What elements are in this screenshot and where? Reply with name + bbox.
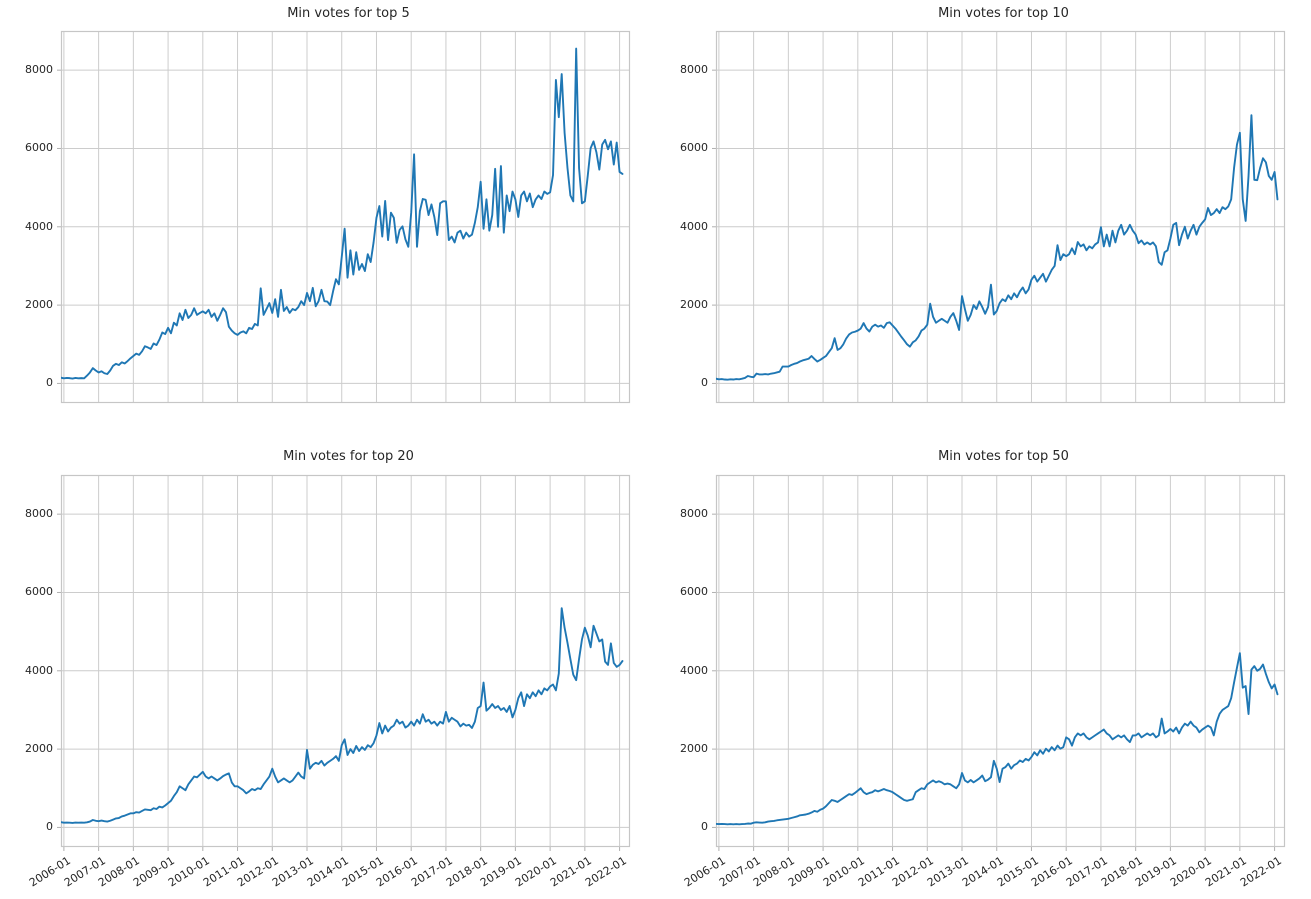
- y-tick-label: 0: [46, 376, 53, 390]
- axes-spines: [60, 30, 631, 404]
- line-chart-top-50: [712, 474, 1286, 851]
- y-tick-label: 6000: [680, 141, 708, 155]
- y-tick-label: 0: [701, 820, 708, 834]
- y-tick-label: 2000: [680, 298, 708, 312]
- line-chart-top-10: [712, 30, 1286, 404]
- series-line-top-20: [61, 607, 624, 824]
- line-chart-top-20: [57, 474, 631, 851]
- y-tick-label: 6000: [25, 585, 53, 599]
- chart-title-top-50: Min votes for top 50: [938, 449, 1069, 464]
- y-tick-label: 2000: [25, 298, 53, 312]
- y-tick-label: 8000: [25, 507, 53, 521]
- series-line-top-5: [61, 47, 624, 380]
- axes-spines: [60, 474, 631, 848]
- y-tick-label: 8000: [680, 63, 708, 77]
- gridlines: [61, 31, 630, 403]
- series-line-top-10: [716, 114, 1279, 381]
- axis-ticks: [712, 513, 1276, 851]
- axes-spines: [715, 30, 1286, 404]
- chart-title-top-20: Min votes for top 20: [283, 449, 414, 464]
- y-tick-label: 6000: [25, 141, 53, 155]
- y-tick-label: 8000: [680, 507, 708, 521]
- gridlines: [716, 31, 1285, 403]
- series-line-top-50: [716, 652, 1279, 826]
- gridlines: [716, 475, 1285, 847]
- y-tick-label: 4000: [680, 663, 708, 677]
- y-tick-label: 0: [46, 820, 53, 834]
- y-tick-label: 4000: [680, 219, 708, 233]
- y-tick-label: 2000: [680, 742, 708, 756]
- axis-ticks: [57, 69, 61, 384]
- y-tick-label: 4000: [25, 219, 53, 233]
- chart-title-top-5: Min votes for top 5: [287, 6, 410, 21]
- line-chart-top-5: [57, 30, 631, 404]
- y-tick-label: 0: [701, 376, 708, 390]
- y-tick-label: 6000: [680, 585, 708, 599]
- chart-title-top-10: Min votes for top 10: [938, 6, 1069, 21]
- y-tick-label: 8000: [25, 63, 53, 77]
- y-tick-label: 2000: [25, 742, 53, 756]
- gridlines: [61, 475, 630, 847]
- y-tick-label: 4000: [25, 663, 53, 677]
- axis-ticks: [57, 513, 621, 851]
- axes-spines: [715, 474, 1286, 848]
- axis-ticks: [712, 69, 716, 384]
